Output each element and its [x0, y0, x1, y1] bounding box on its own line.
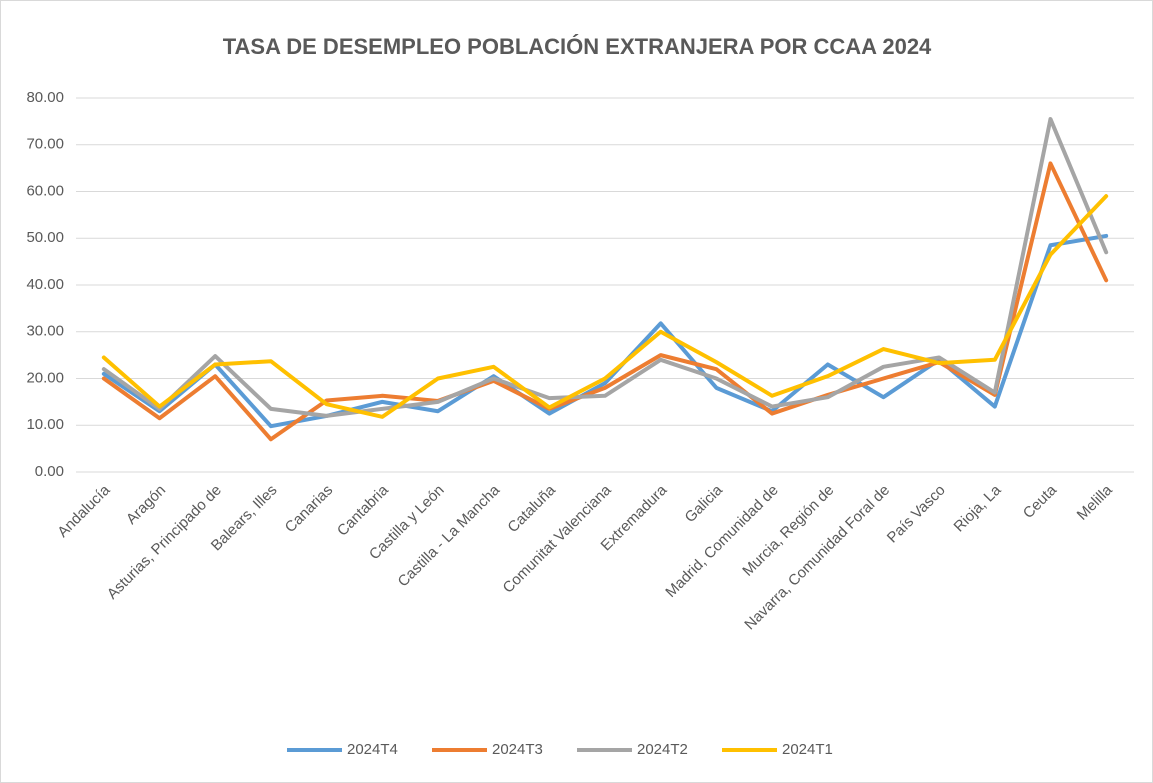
series-line: [101, 117, 1109, 418]
y-tick-label: 30.00: [26, 323, 64, 340]
chart-title: TASA DE DESEMPLEO POBLACIÓN EXTRANJERA P…: [223, 34, 932, 59]
y-tick-label: 10.00: [26, 416, 64, 433]
y-tick-label: 0.00: [35, 463, 64, 480]
y-tick-label: 60.00: [26, 182, 64, 199]
y-tick-label: 20.00: [26, 369, 64, 386]
y-tick-label: 70.00: [26, 136, 64, 153]
legend-label: 2024T4: [347, 741, 398, 758]
legend-label: 2024T1: [782, 741, 833, 758]
y-tick-label: 40.00: [26, 276, 64, 293]
legend-label: 2024T3: [492, 741, 543, 758]
y-tick-label: 80.00: [26, 89, 64, 106]
y-tick-label: 50.00: [26, 229, 64, 246]
series-line: [101, 194, 1109, 419]
legend-label: 2024T2: [637, 741, 688, 758]
